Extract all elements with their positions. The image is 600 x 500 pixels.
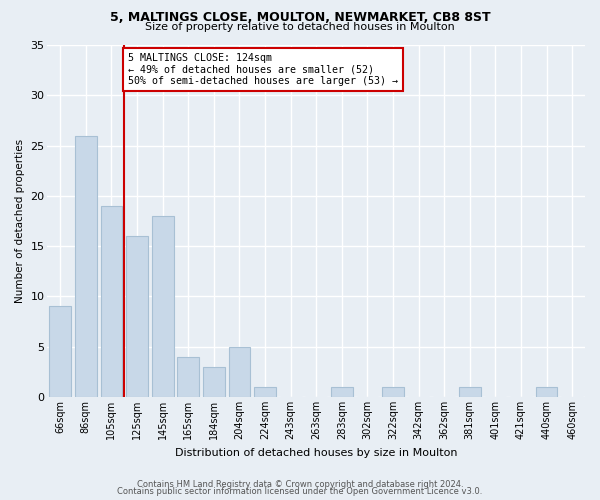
Bar — [459, 387, 481, 397]
Bar — [101, 206, 122, 397]
Bar — [254, 387, 276, 397]
Bar — [152, 216, 173, 397]
Text: 5 MALTINGS CLOSE: 124sqm
← 49% of detached houses are smaller (52)
50% of semi-d: 5 MALTINGS CLOSE: 124sqm ← 49% of detach… — [128, 53, 398, 86]
Bar — [229, 346, 250, 397]
Bar — [178, 357, 199, 397]
Bar — [126, 236, 148, 397]
X-axis label: Distribution of detached houses by size in Moulton: Distribution of detached houses by size … — [175, 448, 457, 458]
Bar — [75, 136, 97, 397]
Bar — [49, 306, 71, 397]
Text: Contains HM Land Registry data © Crown copyright and database right 2024.: Contains HM Land Registry data © Crown c… — [137, 480, 463, 489]
Text: Contains public sector information licensed under the Open Government Licence v3: Contains public sector information licen… — [118, 488, 482, 496]
Bar — [382, 387, 404, 397]
Bar — [536, 387, 557, 397]
Text: Size of property relative to detached houses in Moulton: Size of property relative to detached ho… — [145, 22, 455, 32]
Text: 5, MALTINGS CLOSE, MOULTON, NEWMARKET, CB8 8ST: 5, MALTINGS CLOSE, MOULTON, NEWMARKET, C… — [110, 11, 490, 24]
Bar — [203, 367, 225, 397]
Bar — [331, 387, 353, 397]
Y-axis label: Number of detached properties: Number of detached properties — [15, 139, 25, 303]
